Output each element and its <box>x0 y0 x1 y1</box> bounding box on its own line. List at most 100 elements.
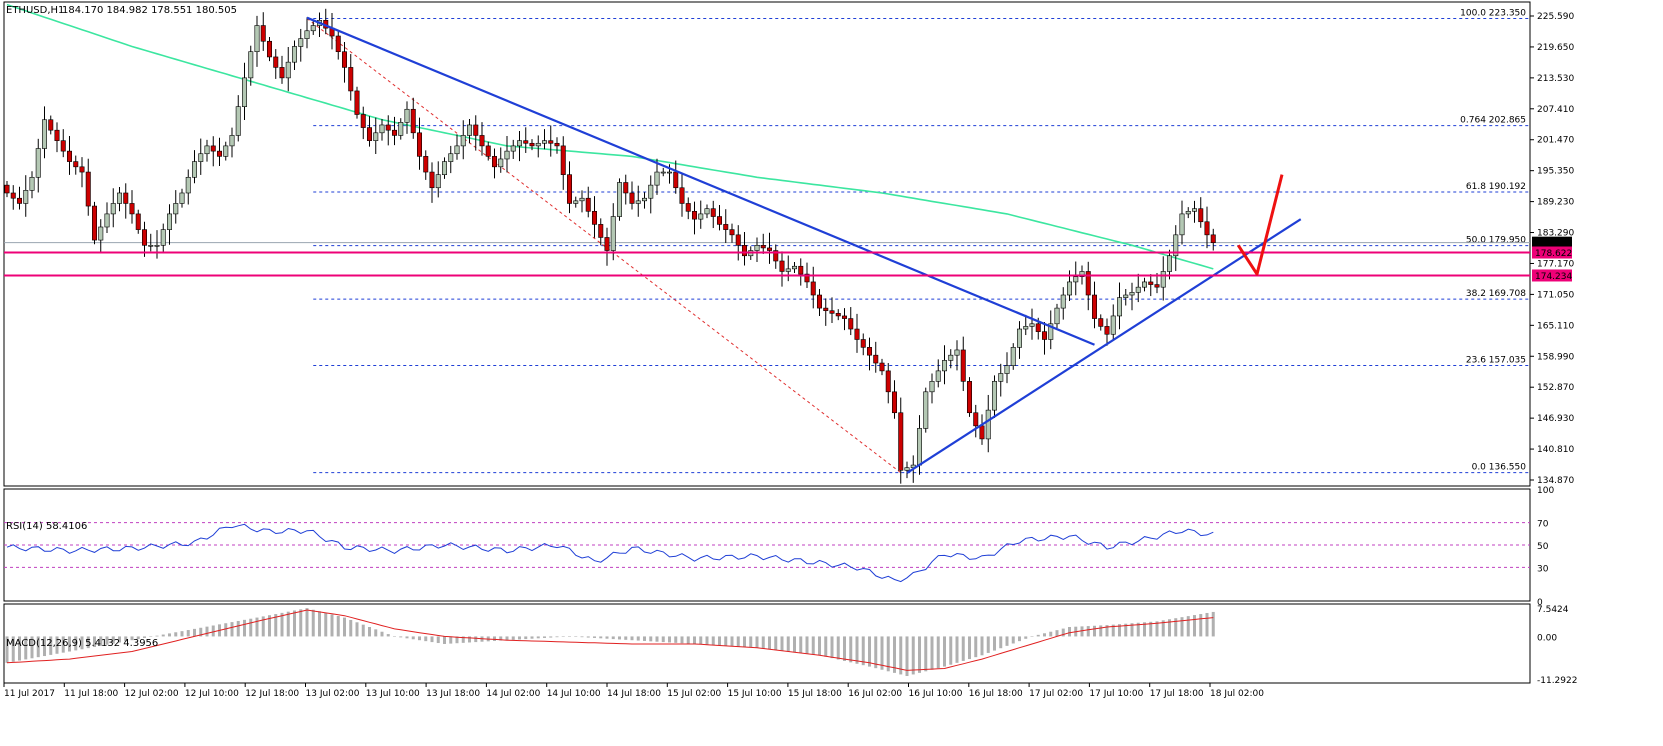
candle-body <box>891 391 897 414</box>
candle <box>148 233 154 252</box>
candle-body <box>685 203 691 212</box>
price-tick-label: 183.290 <box>1537 229 1574 239</box>
candle <box>404 101 410 134</box>
candle-body <box>560 145 566 175</box>
price-tick-label: 140.810 <box>1537 445 1574 455</box>
candle <box>710 200 716 229</box>
candle-body <box>835 313 841 317</box>
candle-body <box>1023 326 1029 330</box>
macd-bar <box>55 636 59 654</box>
candle-body <box>798 265 804 275</box>
candle-body <box>416 132 422 157</box>
macd-bar <box>143 636 146 638</box>
macd-bar <box>1043 633 1046 637</box>
macd-bar <box>249 618 253 637</box>
candle <box>435 161 441 198</box>
candle-body <box>4 184 10 194</box>
candle-body <box>23 190 29 204</box>
candle-body <box>566 174 572 204</box>
candle-body <box>104 213 110 228</box>
macd-bar <box>936 636 940 669</box>
candle <box>173 190 179 224</box>
macd-bar <box>1024 636 1028 639</box>
candle <box>160 223 166 254</box>
macd-bar <box>630 636 634 641</box>
candle-body <box>523 140 529 144</box>
candle <box>554 137 560 154</box>
candle <box>948 349 954 369</box>
candle <box>354 86 360 119</box>
candle <box>110 188 116 228</box>
macd-bar <box>286 611 290 637</box>
candle-body <box>235 106 241 136</box>
candle <box>154 230 160 259</box>
macd-bar <box>605 636 609 639</box>
macd-bar <box>349 619 353 637</box>
macd-bar <box>193 628 196 637</box>
candle <box>1173 225 1179 271</box>
candle <box>598 218 604 246</box>
candle <box>398 118 404 140</box>
candle <box>923 387 929 433</box>
candle <box>829 297 835 324</box>
candle <box>266 37 272 62</box>
candle <box>323 8 329 35</box>
candle <box>1110 304 1116 341</box>
macd-bar <box>343 617 346 637</box>
price-tick-label: 207.410 <box>1537 105 1574 115</box>
candle <box>204 139 210 162</box>
macd-bar <box>499 636 503 641</box>
rsi-tick-label: 50 <box>1537 542 1549 552</box>
candle-body <box>916 428 922 466</box>
candle <box>379 118 385 141</box>
macd-bar <box>474 636 478 643</box>
candle-body <box>210 145 216 152</box>
candle <box>798 258 804 286</box>
macd-bar <box>1211 611 1215 637</box>
macd-bar <box>505 636 509 641</box>
macd-bar <box>824 636 828 657</box>
time-label: 13 Jul 18:00 <box>426 689 480 699</box>
symbol-label: ETHUSD,H1 <box>6 5 64 16</box>
candle-body <box>454 145 460 155</box>
candle <box>1160 256 1166 301</box>
macd-bar <box>693 636 696 644</box>
macd-bar <box>974 636 978 658</box>
macd-bar <box>1174 618 1178 637</box>
candle-body <box>260 25 266 42</box>
time-label: 16 Jul 02:00 <box>848 689 902 699</box>
macd-bar <box>461 636 465 643</box>
macd-bar <box>574 636 578 637</box>
trendline-bearish[interactable] <box>306 16 1095 346</box>
candle <box>23 175 29 217</box>
time-label: 12 Jul 10:00 <box>185 689 239 699</box>
macd-bar <box>699 636 703 645</box>
price-tick-label: 146.930 <box>1537 414 1574 424</box>
candle-body <box>948 354 954 361</box>
candle <box>1098 314 1104 331</box>
candle-body <box>291 46 297 63</box>
macd-bar <box>786 636 790 652</box>
candle-body <box>654 171 660 186</box>
macd-bar <box>949 636 953 665</box>
macd-bar <box>468 636 471 643</box>
candle-body <box>1092 294 1098 319</box>
candle <box>498 147 504 173</box>
candle <box>341 42 347 83</box>
candle <box>779 251 785 287</box>
trendline-bullish[interactable] <box>906 218 1302 474</box>
candle-body <box>360 114 366 128</box>
candle-body <box>635 200 641 204</box>
candle <box>816 288 822 316</box>
macd-bar <box>705 636 709 645</box>
candle-body <box>341 51 347 68</box>
candle <box>548 125 554 157</box>
price-tick-label: 189.230 <box>1537 198 1574 208</box>
macd-bar <box>549 636 553 638</box>
candle <box>316 12 322 38</box>
macd-bar <box>768 636 771 650</box>
macd-bar <box>299 609 303 637</box>
candle <box>991 375 997 418</box>
candle <box>479 122 485 156</box>
